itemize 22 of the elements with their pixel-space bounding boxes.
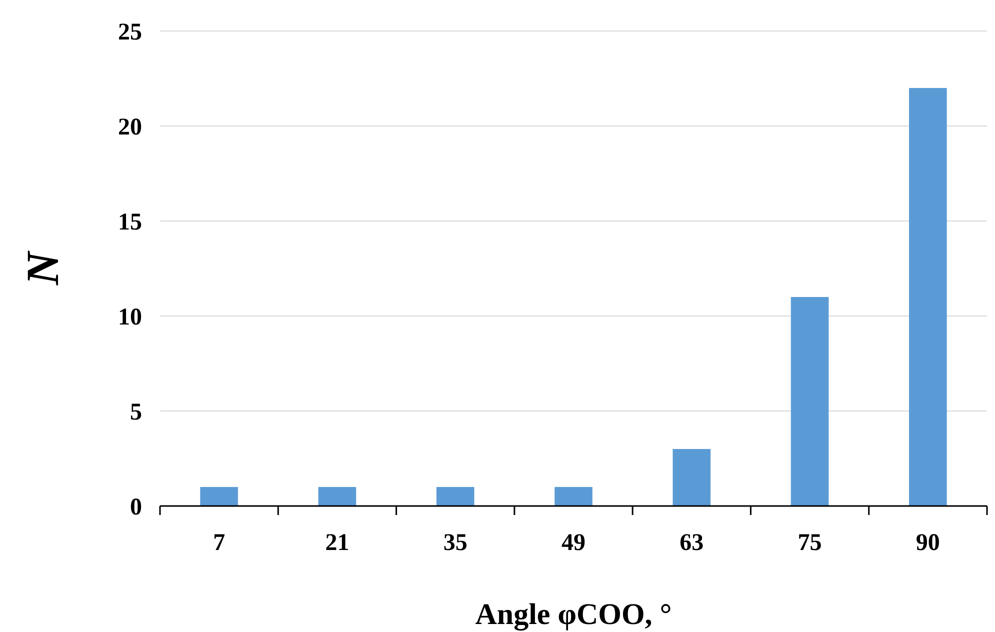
bar [318,487,356,506]
bar [790,297,829,506]
bar [672,449,711,506]
bar [909,88,947,506]
x-axis-title: Angle φCOO, ° [475,598,672,631]
x-tick-label: 90 [916,530,940,556]
x-tick-label: 49 [562,530,586,556]
y-tick-label: 5 [130,399,142,426]
x-tick-label: 21 [325,530,350,556]
y-tick-label: 20 [118,114,142,140]
x-tick-label: 75 [798,530,822,556]
x-tick-label: 63 [680,530,704,556]
y-tick-label: 10 [118,304,142,330]
y-tick-label: 0 [130,494,142,520]
x-tick-label: 35 [443,530,468,556]
y-tick-label: 25 [118,19,142,46]
x-tick-label: 7 [213,530,226,556]
y-axis-title: N [17,250,68,286]
y-tick-label: 15 [118,209,142,236]
bar [200,487,238,506]
bar [436,487,474,506]
bar [554,487,592,506]
